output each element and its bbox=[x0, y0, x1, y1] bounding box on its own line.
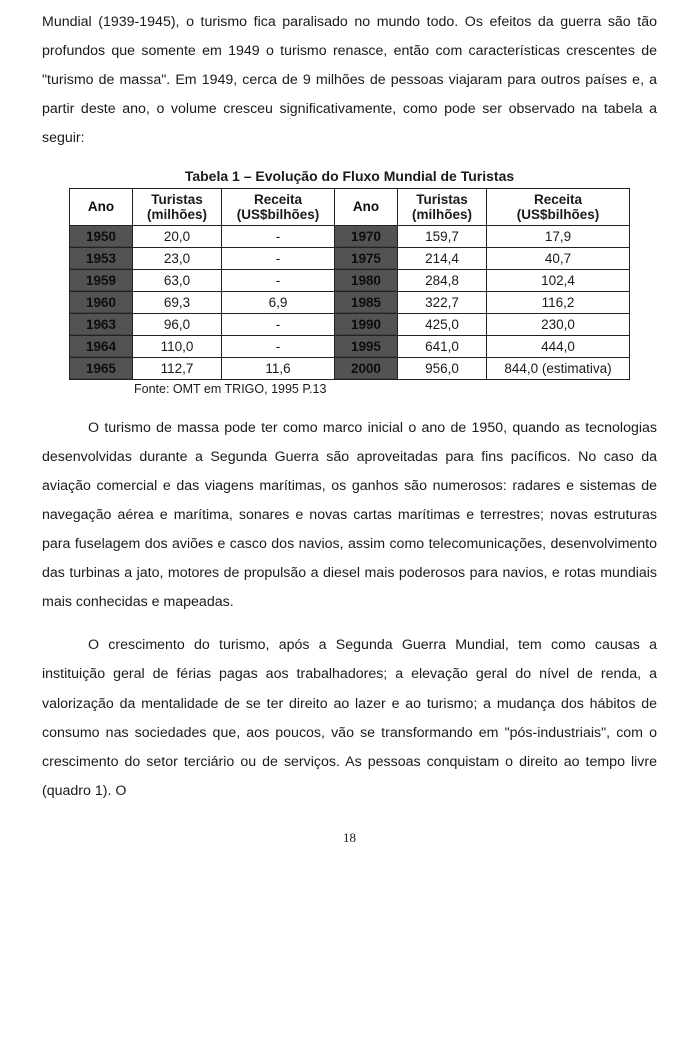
year-cell: 1959 bbox=[70, 269, 133, 291]
data-cell: 20,0 bbox=[133, 225, 222, 247]
data-cell: 11,6 bbox=[222, 357, 335, 379]
data-cell: 110,0 bbox=[133, 335, 222, 357]
data-cell: 96,0 bbox=[133, 313, 222, 335]
year-cell: 1965 bbox=[70, 357, 133, 379]
data-cell: 102,4 bbox=[487, 269, 630, 291]
header-text: Turistas bbox=[416, 192, 468, 207]
data-cell: 322,7 bbox=[398, 291, 487, 313]
data-cell: 284,8 bbox=[398, 269, 487, 291]
header-text: Receita bbox=[254, 192, 302, 207]
year-cell: 1963 bbox=[70, 313, 133, 335]
col-header-turistas-left: Turistas (milhões) bbox=[133, 188, 222, 225]
year-cell: 1950 bbox=[70, 225, 133, 247]
table-source: Fonte: OMT em TRIGO, 1995 P.13 bbox=[134, 382, 657, 396]
paragraph-1: Mundial (1939-1945), o turismo fica para… bbox=[42, 8, 657, 154]
table-row: 195323,0-1975214,440,7 bbox=[70, 247, 630, 269]
year-cell: 1975 bbox=[335, 247, 398, 269]
data-cell: 425,0 bbox=[398, 313, 487, 335]
year-cell: 1985 bbox=[335, 291, 398, 313]
data-cell: 214,4 bbox=[398, 247, 487, 269]
data-cell: 63,0 bbox=[133, 269, 222, 291]
year-cell: 1980 bbox=[335, 269, 398, 291]
data-cell: 641,0 bbox=[398, 335, 487, 357]
header-text: Turistas bbox=[151, 192, 203, 207]
data-cell: 444,0 bbox=[487, 335, 630, 357]
table-row: 196069,36,91985322,7116,2 bbox=[70, 291, 630, 313]
data-cell: 116,2 bbox=[487, 291, 630, 313]
header-text: Receita bbox=[534, 192, 582, 207]
col-header-turistas-right: Turistas (milhões) bbox=[398, 188, 487, 225]
year-cell: 1964 bbox=[70, 335, 133, 357]
year-cell: 2000 bbox=[335, 357, 398, 379]
table-header-row: Ano Turistas (milhões) Receita (US$bilhõ… bbox=[70, 188, 630, 225]
data-cell: 844,0 (estimativa) bbox=[487, 357, 630, 379]
table-row: 196396,0-1990425,0230,0 bbox=[70, 313, 630, 335]
year-cell: 1970 bbox=[335, 225, 398, 247]
paragraph-2: O turismo de massa pode ter como marco i… bbox=[42, 414, 657, 618]
data-cell: - bbox=[222, 247, 335, 269]
col-header-receita-left: Receita (US$bilhões) bbox=[222, 188, 335, 225]
year-cell: 1960 bbox=[70, 291, 133, 313]
col-header-receita-right: Receita (US$bilhões) bbox=[487, 188, 630, 225]
data-cell: - bbox=[222, 335, 335, 357]
col-header-ano-left: Ano bbox=[70, 188, 133, 225]
page-number: 18 bbox=[42, 830, 657, 846]
data-cell: 956,0 bbox=[398, 357, 487, 379]
paragraph-3: O crescimento do turismo, após a Segunda… bbox=[42, 631, 657, 806]
data-cell: - bbox=[222, 269, 335, 291]
header-text: (milhões) bbox=[147, 207, 207, 222]
data-cell: 17,9 bbox=[487, 225, 630, 247]
header-text: (US$bilhões) bbox=[517, 207, 600, 222]
table-row: 195020,0-1970159,717,9 bbox=[70, 225, 630, 247]
table-row: 195963,0-1980284,8102,4 bbox=[70, 269, 630, 291]
table-row: 1964110,0-1995641,0444,0 bbox=[70, 335, 630, 357]
data-cell: 159,7 bbox=[398, 225, 487, 247]
data-cell: 6,9 bbox=[222, 291, 335, 313]
data-table: Ano Turistas (milhões) Receita (US$bilhõ… bbox=[69, 188, 630, 380]
header-text: (US$bilhões) bbox=[237, 207, 320, 222]
data-cell: 40,7 bbox=[487, 247, 630, 269]
data-cell: 69,3 bbox=[133, 291, 222, 313]
data-cell: - bbox=[222, 225, 335, 247]
page-container: Mundial (1939-1945), o turismo fica para… bbox=[0, 0, 699, 866]
data-cell: 230,0 bbox=[487, 313, 630, 335]
year-cell: 1995 bbox=[335, 335, 398, 357]
table-title: Tabela 1 – Evolução do Fluxo Mundial de … bbox=[42, 168, 657, 184]
header-text: (milhões) bbox=[412, 207, 472, 222]
data-cell: 23,0 bbox=[133, 247, 222, 269]
year-cell: 1990 bbox=[335, 313, 398, 335]
data-cell: 112,7 bbox=[133, 357, 222, 379]
table-row: 1965112,711,62000956,0844,0 (estimativa) bbox=[70, 357, 630, 379]
col-header-ano-right: Ano bbox=[335, 188, 398, 225]
year-cell: 1953 bbox=[70, 247, 133, 269]
data-cell: - bbox=[222, 313, 335, 335]
